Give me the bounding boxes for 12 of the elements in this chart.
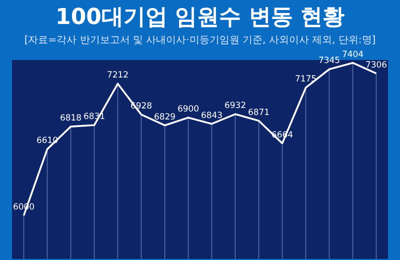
data-label: 6871: [248, 108, 270, 118]
data-label: 6932: [224, 101, 246, 112]
data-label: 7345: [318, 56, 340, 66]
chart-title: 100대기업 임원수 변동 현황: [56, 4, 344, 30]
data-label: 6818: [60, 114, 82, 124]
data-label: 6843: [200, 110, 223, 121]
data-label: 7306: [365, 60, 388, 70]
data-label: 6900: [177, 104, 200, 115]
data-label: 7404: [342, 50, 364, 60]
chart-subtitle: [자료=각사 반기보고서 및 사내이사·미등기임원 기준, 사외이사 제외, 단위:명]: [24, 34, 376, 46]
data-label: 7212: [106, 70, 129, 81]
data-label: 6829: [154, 112, 176, 122]
